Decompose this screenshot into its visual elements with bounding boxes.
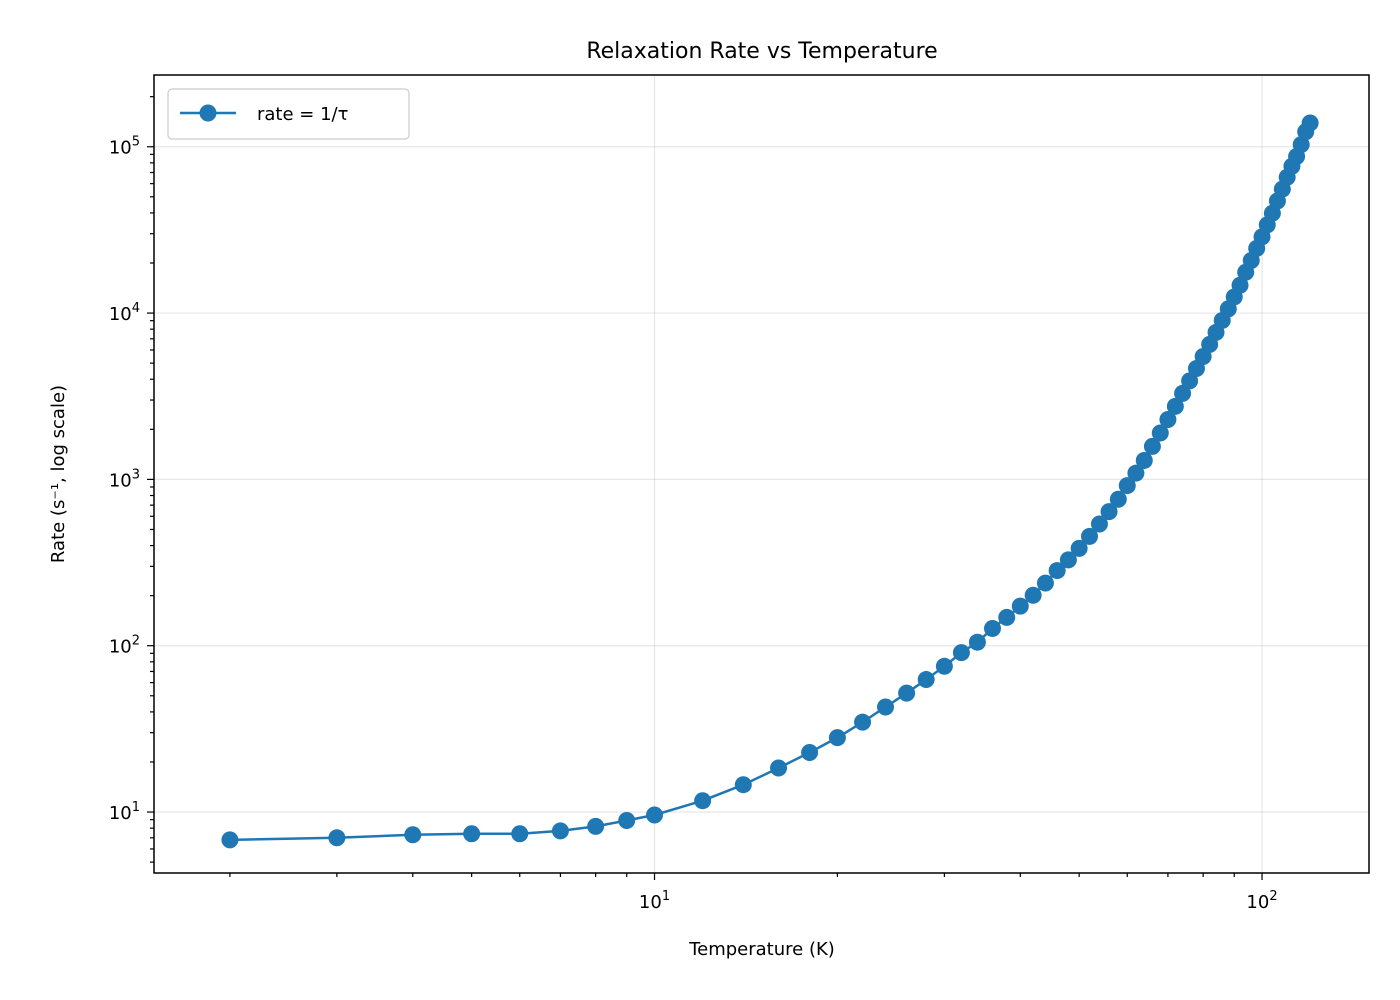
chart-title: Relaxation Rate vs Temperature [586, 39, 937, 64]
data-point [1135, 451, 1153, 469]
plot-area-frame [153, 74, 1370, 874]
data-point [983, 619, 1001, 637]
y-tick-label: 105 [109, 135, 140, 159]
data-point [1159, 411, 1177, 429]
data-point [1151, 424, 1169, 442]
y-tick-label: 101 [109, 800, 140, 824]
x-axis-label: Temperature (K) [688, 939, 835, 960]
grid [154, 75, 1369, 873]
data-point [952, 644, 970, 662]
data-point [587, 817, 605, 835]
data-point [1036, 574, 1054, 592]
data-point [1011, 597, 1029, 615]
data-point [917, 671, 935, 689]
legend-frame [167, 88, 410, 140]
data-point [1070, 539, 1088, 557]
data-point [854, 713, 872, 731]
data-point [734, 776, 752, 794]
data-point [551, 822, 569, 840]
data-series [221, 114, 1319, 849]
data-point [801, 744, 819, 761]
data-point [1127, 464, 1145, 482]
data-point [998, 608, 1016, 626]
data-point [1081, 527, 1098, 545]
data-point [898, 684, 916, 702]
data-point [968, 633, 986, 651]
data-point [221, 831, 239, 849]
y-axis-label: Rate (s⁻¹, log scale) [48, 385, 69, 563]
y-tick-label: 103 [109, 467, 140, 491]
data-point [1090, 515, 1108, 533]
data-point [1048, 562, 1066, 580]
data-point [935, 657, 953, 675]
data-point [1109, 490, 1127, 508]
data-point [463, 825, 481, 843]
data-point [1100, 503, 1118, 521]
data-point [877, 698, 894, 716]
legend-marker-swatch [199, 104, 217, 122]
data-point [828, 729, 846, 747]
legend-label: rate = 1/τ [257, 104, 348, 125]
data-point [404, 826, 422, 844]
x-tick-label: 101 [639, 889, 670, 913]
data-point [1166, 397, 1184, 415]
data-point [646, 806, 664, 824]
data-point [694, 792, 712, 810]
data-point [1143, 437, 1161, 455]
data-point [1181, 372, 1199, 390]
y-tick-label: 102 [109, 634, 140, 658]
data-point [1301, 114, 1319, 132]
x-tick-label: 102 [1246, 889, 1277, 913]
axis-ticks: 101 102 101 102 103 104 105 [109, 96, 1278, 913]
data-point [1292, 136, 1310, 154]
data-point [1231, 276, 1249, 294]
data-point [511, 825, 529, 843]
data-point [1118, 477, 1136, 495]
y-tick-label: 104 [109, 301, 140, 325]
data-point [1174, 384, 1192, 402]
data-point [1024, 586, 1042, 604]
data-point [328, 829, 346, 847]
data-point [770, 759, 788, 777]
data-point [1059, 551, 1077, 569]
data-point [618, 811, 636, 829]
legend: rate = 1/τ [167, 88, 410, 140]
